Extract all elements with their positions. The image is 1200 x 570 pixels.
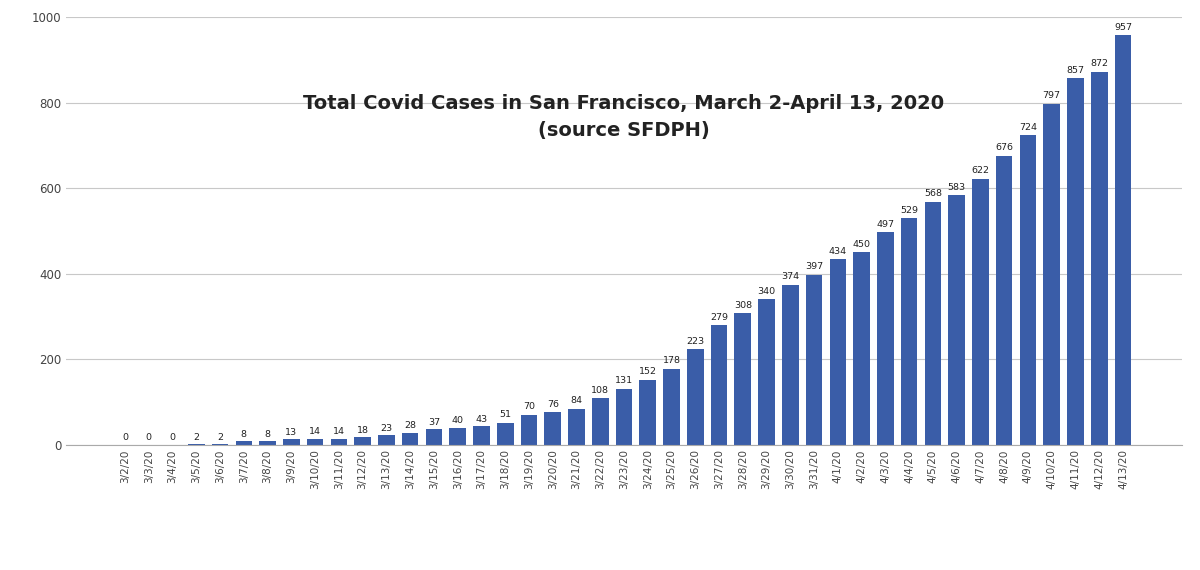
Text: 497: 497 bbox=[876, 219, 894, 229]
Text: 583: 583 bbox=[948, 183, 966, 192]
Bar bbox=[686, 349, 703, 445]
Bar bbox=[426, 429, 443, 445]
Bar bbox=[568, 409, 584, 445]
Bar bbox=[829, 259, 846, 445]
Text: 76: 76 bbox=[547, 400, 559, 409]
Text: 14: 14 bbox=[332, 428, 344, 437]
Bar bbox=[330, 439, 347, 445]
Bar bbox=[640, 380, 656, 445]
Bar bbox=[972, 179, 989, 445]
Bar bbox=[188, 443, 205, 445]
Bar bbox=[782, 285, 799, 445]
Text: 2: 2 bbox=[193, 433, 199, 442]
Text: Total Covid Cases in San Francisco, March 2-April 13, 2020
(source SFDPH): Total Covid Cases in San Francisco, Marc… bbox=[304, 94, 944, 140]
Bar bbox=[1020, 135, 1037, 445]
Bar bbox=[545, 412, 562, 445]
Bar bbox=[497, 423, 514, 445]
Bar bbox=[996, 156, 1013, 445]
Bar bbox=[664, 368, 680, 445]
Text: 434: 434 bbox=[829, 247, 847, 255]
Bar bbox=[521, 415, 538, 445]
Bar bbox=[283, 439, 300, 445]
Text: 108: 108 bbox=[592, 386, 610, 395]
Text: 131: 131 bbox=[614, 376, 634, 385]
Bar bbox=[616, 389, 632, 445]
Text: 397: 397 bbox=[805, 262, 823, 271]
Text: 857: 857 bbox=[1067, 66, 1085, 75]
Bar bbox=[211, 443, 228, 445]
Text: 957: 957 bbox=[1114, 23, 1132, 32]
Bar bbox=[473, 426, 490, 445]
Text: 152: 152 bbox=[638, 367, 656, 376]
Text: 622: 622 bbox=[971, 166, 989, 176]
Bar bbox=[259, 441, 276, 445]
Text: 374: 374 bbox=[781, 272, 799, 282]
Text: 872: 872 bbox=[1090, 59, 1108, 68]
Text: 23: 23 bbox=[380, 424, 392, 433]
Text: 28: 28 bbox=[404, 421, 416, 430]
Bar bbox=[592, 398, 608, 445]
Text: 51: 51 bbox=[499, 410, 511, 420]
Bar bbox=[354, 437, 371, 445]
Text: 40: 40 bbox=[451, 416, 463, 425]
Text: 724: 724 bbox=[1019, 123, 1037, 132]
Bar bbox=[402, 433, 419, 445]
Bar bbox=[710, 325, 727, 445]
Text: 14: 14 bbox=[310, 428, 322, 437]
Text: 178: 178 bbox=[662, 356, 680, 365]
Bar bbox=[877, 232, 894, 445]
Bar bbox=[901, 218, 918, 445]
Text: 568: 568 bbox=[924, 189, 942, 198]
Text: 8: 8 bbox=[241, 430, 247, 439]
Bar bbox=[1091, 72, 1108, 445]
Text: 37: 37 bbox=[428, 418, 440, 426]
Text: 0: 0 bbox=[169, 433, 175, 442]
Bar bbox=[758, 299, 775, 445]
Text: 308: 308 bbox=[733, 300, 752, 310]
Text: 529: 529 bbox=[900, 206, 918, 215]
Bar bbox=[449, 428, 466, 445]
Bar bbox=[948, 196, 965, 445]
Text: 0: 0 bbox=[146, 433, 152, 442]
Text: 340: 340 bbox=[757, 287, 775, 296]
Text: 8: 8 bbox=[265, 430, 271, 439]
Text: 279: 279 bbox=[710, 313, 728, 322]
Text: 13: 13 bbox=[286, 428, 298, 437]
Bar bbox=[853, 252, 870, 445]
Text: 43: 43 bbox=[475, 415, 487, 424]
Text: 450: 450 bbox=[852, 240, 870, 249]
Bar bbox=[235, 441, 252, 445]
Bar bbox=[734, 313, 751, 445]
Bar bbox=[378, 435, 395, 445]
Text: 676: 676 bbox=[995, 143, 1013, 152]
Text: 84: 84 bbox=[570, 396, 582, 405]
Text: 18: 18 bbox=[356, 426, 368, 435]
Text: 797: 797 bbox=[1043, 91, 1061, 100]
Bar bbox=[1067, 78, 1084, 445]
Bar bbox=[805, 275, 822, 445]
Text: 2: 2 bbox=[217, 433, 223, 442]
Text: 70: 70 bbox=[523, 402, 535, 412]
Bar bbox=[924, 202, 941, 445]
Bar bbox=[307, 439, 324, 445]
Text: 0: 0 bbox=[122, 433, 128, 442]
Bar bbox=[1115, 35, 1132, 445]
Text: 223: 223 bbox=[686, 337, 704, 346]
Bar bbox=[1043, 104, 1060, 445]
